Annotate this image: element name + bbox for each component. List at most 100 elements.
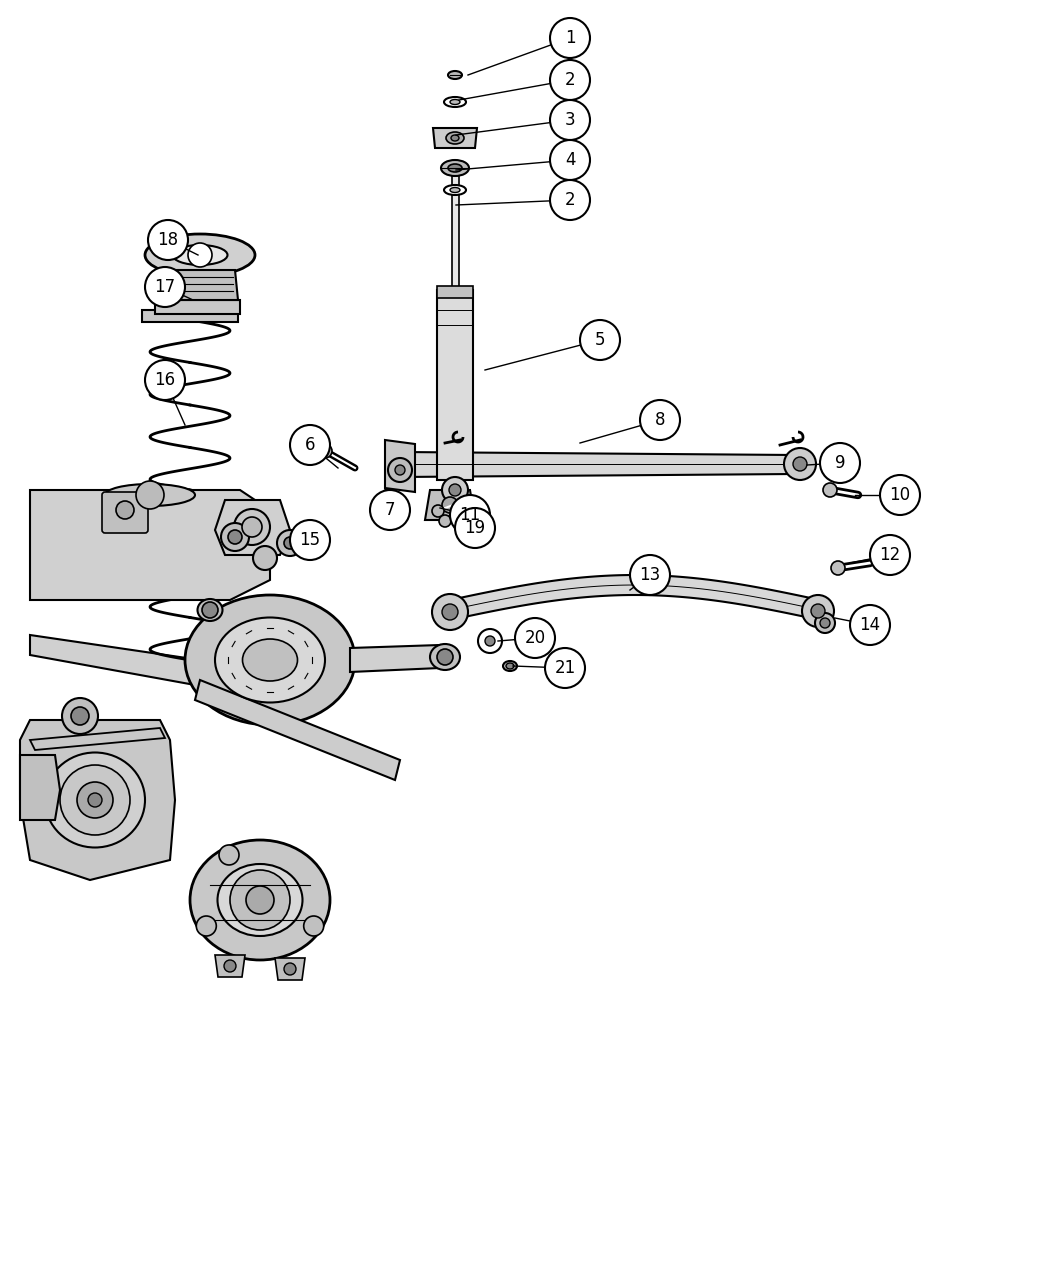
FancyBboxPatch shape xyxy=(142,310,238,323)
Circle shape xyxy=(303,915,323,936)
Text: 1: 1 xyxy=(565,29,575,47)
Polygon shape xyxy=(400,453,795,477)
Text: 4: 4 xyxy=(565,150,575,170)
Circle shape xyxy=(290,520,330,560)
Ellipse shape xyxy=(448,164,462,172)
Circle shape xyxy=(196,915,216,936)
Text: 6: 6 xyxy=(304,436,315,454)
Ellipse shape xyxy=(446,133,464,144)
Ellipse shape xyxy=(450,99,460,105)
Text: 14: 14 xyxy=(860,616,881,634)
Text: 11: 11 xyxy=(460,506,481,524)
Circle shape xyxy=(550,180,590,221)
Polygon shape xyxy=(195,680,400,780)
Circle shape xyxy=(246,886,274,914)
Ellipse shape xyxy=(243,639,297,681)
Circle shape xyxy=(432,594,468,630)
Circle shape xyxy=(485,636,495,646)
Circle shape xyxy=(277,530,303,556)
Circle shape xyxy=(71,708,89,725)
Circle shape xyxy=(442,604,458,620)
Polygon shape xyxy=(30,635,200,685)
Circle shape xyxy=(60,765,130,835)
Ellipse shape xyxy=(217,864,302,936)
Text: 3: 3 xyxy=(565,111,575,129)
Text: 21: 21 xyxy=(554,659,575,677)
Circle shape xyxy=(202,602,218,618)
Text: 20: 20 xyxy=(524,629,546,646)
Polygon shape xyxy=(433,128,477,148)
Circle shape xyxy=(284,963,296,975)
Text: 10: 10 xyxy=(889,486,910,504)
Circle shape xyxy=(383,490,393,499)
Ellipse shape xyxy=(145,235,255,275)
Text: 5: 5 xyxy=(594,332,605,349)
Circle shape xyxy=(432,505,444,516)
Circle shape xyxy=(545,648,585,689)
Text: 9: 9 xyxy=(835,454,845,472)
Circle shape xyxy=(77,782,113,819)
Circle shape xyxy=(823,483,837,497)
Circle shape xyxy=(640,400,680,440)
Circle shape xyxy=(550,60,590,99)
Polygon shape xyxy=(385,440,415,492)
Circle shape xyxy=(116,501,134,519)
Polygon shape xyxy=(452,175,459,289)
Polygon shape xyxy=(30,490,270,601)
Circle shape xyxy=(145,360,185,400)
Ellipse shape xyxy=(172,245,228,265)
Circle shape xyxy=(550,99,590,140)
Polygon shape xyxy=(425,490,475,520)
Polygon shape xyxy=(215,955,245,977)
Ellipse shape xyxy=(430,644,460,669)
FancyBboxPatch shape xyxy=(155,300,240,314)
Ellipse shape xyxy=(105,484,195,506)
Ellipse shape xyxy=(450,187,460,193)
Circle shape xyxy=(820,442,860,483)
Ellipse shape xyxy=(197,599,223,621)
Circle shape xyxy=(442,497,458,513)
Circle shape xyxy=(870,536,910,575)
Circle shape xyxy=(148,221,188,260)
Circle shape xyxy=(318,444,332,458)
Ellipse shape xyxy=(441,159,469,176)
Text: 2: 2 xyxy=(565,191,575,209)
Circle shape xyxy=(370,490,410,530)
Circle shape xyxy=(234,509,270,544)
Text: 17: 17 xyxy=(154,278,175,296)
Circle shape xyxy=(88,793,102,807)
Ellipse shape xyxy=(506,663,514,669)
Polygon shape xyxy=(437,289,472,479)
Text: 19: 19 xyxy=(464,519,485,537)
Ellipse shape xyxy=(448,71,462,79)
Ellipse shape xyxy=(215,617,326,703)
Circle shape xyxy=(478,629,502,653)
Circle shape xyxy=(388,458,412,482)
Circle shape xyxy=(880,476,920,515)
Circle shape xyxy=(290,425,330,465)
Text: 16: 16 xyxy=(154,371,175,389)
Circle shape xyxy=(145,266,185,307)
Circle shape xyxy=(784,448,816,479)
Ellipse shape xyxy=(444,97,466,107)
Polygon shape xyxy=(450,575,820,620)
Circle shape xyxy=(224,960,236,972)
Circle shape xyxy=(230,870,290,929)
Circle shape xyxy=(253,546,277,570)
Text: 15: 15 xyxy=(299,530,320,550)
Circle shape xyxy=(136,481,164,509)
Text: 8: 8 xyxy=(655,411,666,428)
Polygon shape xyxy=(20,720,175,880)
Circle shape xyxy=(439,515,452,527)
Polygon shape xyxy=(162,270,238,300)
Text: 18: 18 xyxy=(158,231,179,249)
Circle shape xyxy=(284,537,296,550)
Circle shape xyxy=(449,484,461,496)
Circle shape xyxy=(793,456,807,470)
Ellipse shape xyxy=(452,135,459,142)
Circle shape xyxy=(850,606,890,645)
Polygon shape xyxy=(350,645,440,672)
Circle shape xyxy=(442,477,468,504)
Circle shape xyxy=(550,18,590,57)
Circle shape xyxy=(62,697,98,734)
